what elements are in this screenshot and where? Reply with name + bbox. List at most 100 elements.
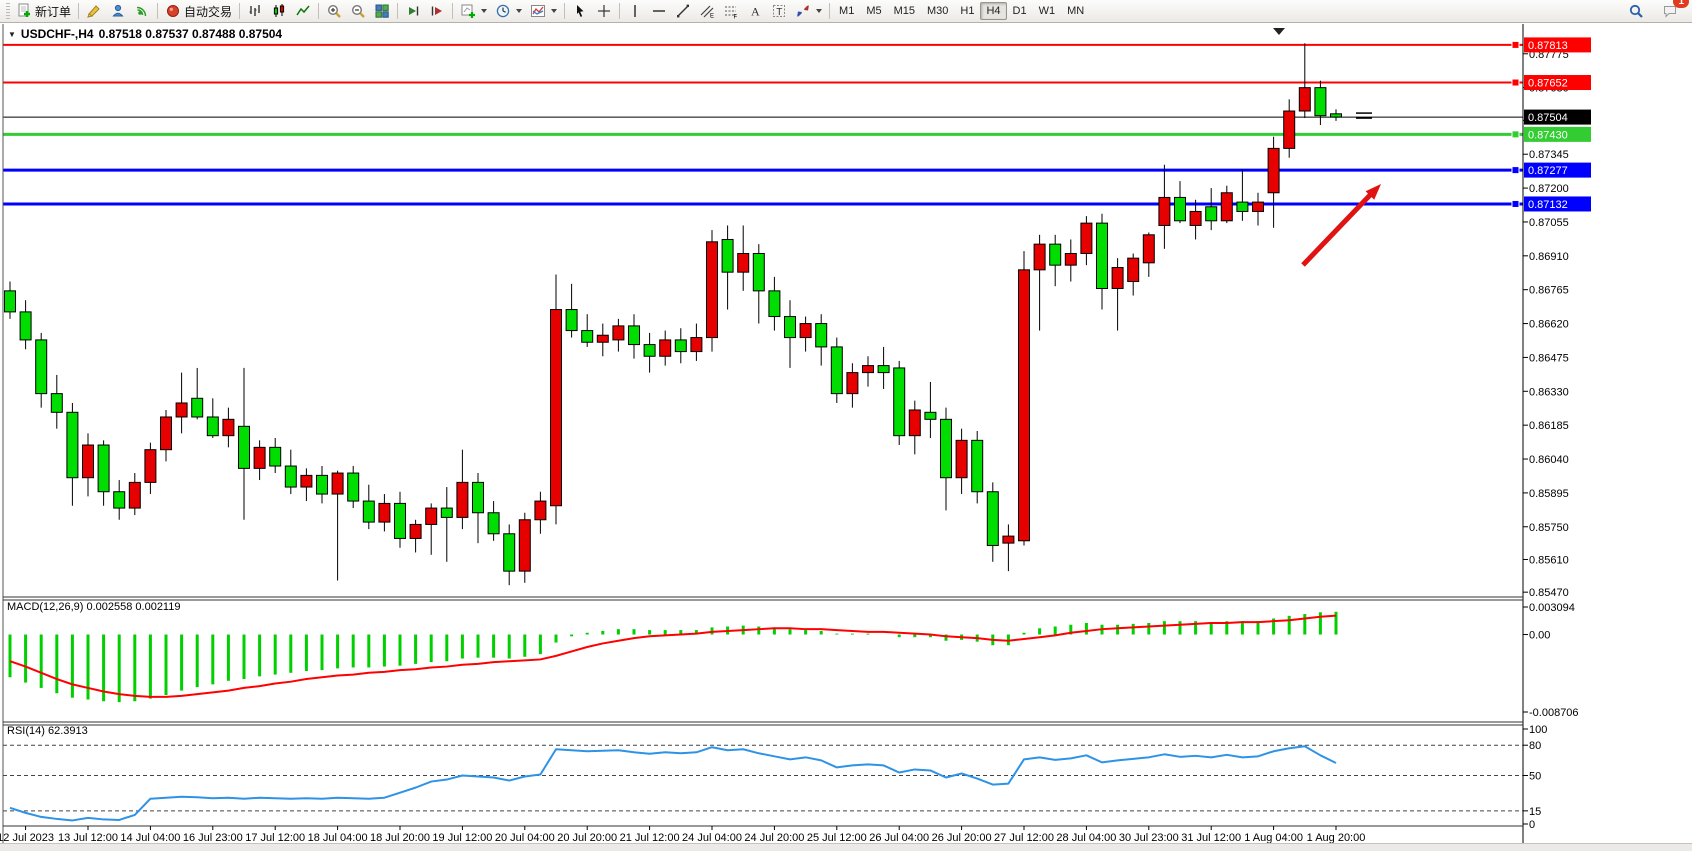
price-tag-0.87277 <box>1524 162 1591 178</box>
candle-82 <box>1283 110 1296 149</box>
toolbar-separator <box>564 3 566 19</box>
svg-text:0.85610: 0.85610 <box>1529 554 1569 566</box>
toolbar-notifications-button[interactable]: 1 <box>1658 0 1689 22</box>
candle-14 <box>222 418 235 437</box>
candle-62 <box>971 439 984 493</box>
chart-line-icon <box>296 5 310 16</box>
candle-5 <box>82 444 94 479</box>
svg-text:0.87200: 0.87200 <box>1529 183 1569 195</box>
toolbar-signals-button[interactable] <box>130 0 154 22</box>
timeframe-m15-button[interactable]: M15 <box>893 5 915 17</box>
toolbar-autotrading-label: 自动交易 <box>184 4 233 19</box>
toolbar-crosshair-button[interactable] <box>592 0 616 22</box>
candle-76 <box>1189 210 1202 226</box>
indicators-icon <box>531 5 546 17</box>
toolbar-arrows-button[interactable] <box>791 0 826 22</box>
toolbar-text-label-button[interactable]: T <box>767 0 791 22</box>
chart-menu-icon[interactable]: ▼ <box>8 29 16 39</box>
candle-33 <box>518 519 531 572</box>
svg-text:F: F <box>734 15 738 20</box>
svg-text:80: 80 <box>1529 740 1541 752</box>
candle-50 <box>784 316 796 339</box>
candle-63 <box>986 491 999 546</box>
candle-37 <box>581 330 594 343</box>
candle-22 <box>347 472 360 502</box>
toolbar-text-button[interactable]: A <box>743 0 767 22</box>
candle-25 <box>394 502 406 539</box>
toolbar-vertical-line-button[interactable] <box>623 0 647 22</box>
candle-40 <box>628 325 640 346</box>
toolbar-search-button[interactable] <box>1624 0 1648 22</box>
candle-49 <box>768 290 781 318</box>
toolbar-horizontal-line-button[interactable] <box>647 0 671 22</box>
candle-29 <box>456 481 469 518</box>
toolbar-new-chart-button[interactable] <box>456 0 491 22</box>
timeframe-h1-button[interactable]: H1 <box>960 5 975 17</box>
candle-15 <box>238 425 250 469</box>
toolbar-zoom-out-button[interactable] <box>346 0 370 22</box>
svg-text:A: A <box>751 5 760 19</box>
arrows-dropdown-caret <box>816 9 823 13</box>
toolbar-fibonacci-button[interactable]: F <box>719 0 743 22</box>
candle-44 <box>690 337 703 353</box>
candle-36 <box>565 309 578 332</box>
candle-3 <box>50 393 63 413</box>
candle-80 <box>1252 201 1264 212</box>
toolbar-equidistant-channel-button[interactable]: E <box>695 0 719 22</box>
candle-70 <box>1096 222 1108 290</box>
candle-21 <box>331 472 344 495</box>
toolbar-cursor-button[interactable] <box>568 0 592 22</box>
svg-text:24 Jul 20:00: 24 Jul 20:00 <box>744 832 804 844</box>
candle-65 <box>1018 269 1030 542</box>
timeframe-m1-button[interactable]: M1 <box>839 5 855 17</box>
toolbar-periods-button[interactable] <box>491 0 526 22</box>
toolbar-profile-button[interactable] <box>106 0 130 22</box>
svg-text:18 Jul 20:00: 18 Jul 20:00 <box>370 832 430 844</box>
zoom-in-icon <box>328 4 341 18</box>
toolbar-zoom-in-button[interactable] <box>322 0 346 22</box>
candle-28 <box>440 507 453 518</box>
toolbar-tile-windows-button[interactable] <box>370 0 394 22</box>
toolbar-chart-bars-button[interactable] <box>243 0 267 22</box>
candle-56 <box>877 365 890 374</box>
candle-60 <box>940 418 952 479</box>
horizontal-line-icon <box>653 10 666 12</box>
trend-arrow-annotation[interactable] <box>1301 184 1381 267</box>
macd-panel: 0.003094 0.00 -0.008706 <box>8 602 1579 719</box>
timeframe-mn-button[interactable]: MN <box>1067 5 1085 17</box>
toolbar-indicators-button[interactable] <box>526 0 561 22</box>
toolbar-highlighter-button[interactable] <box>82 0 106 22</box>
timeframe-m30-button[interactable]: M30 <box>927 5 949 17</box>
timeframe-d1-button[interactable]: D1 <box>1012 5 1027 17</box>
toolbar-chart-shift-button[interactable] <box>425 0 449 22</box>
svg-text:1 Aug 20:00: 1 Aug 20:00 <box>1307 832 1366 844</box>
candle-11 <box>175 402 188 418</box>
candle-2 <box>35 339 48 395</box>
candle-1 <box>19 311 32 341</box>
toolbar-chart-candles-button[interactable] <box>267 0 291 22</box>
periods-dropdown-caret <box>516 9 523 13</box>
new-chart-icon <box>461 4 476 18</box>
timeframe-h4-button[interactable]: H4 <box>980 2 1007 20</box>
candle-24 <box>378 502 391 523</box>
svg-text:0.87132: 0.87132 <box>1528 199 1568 211</box>
candle-51 <box>799 323 812 339</box>
candle-42 <box>659 339 672 357</box>
candle-77 <box>1205 206 1218 222</box>
timeframe-w1-button[interactable]: W1 <box>1038 5 1056 17</box>
candle-66 <box>1033 243 1046 271</box>
svg-text:13 Jul 12:00: 13 Jul 12:00 <box>58 832 118 844</box>
timeframe-m5-button[interactable]: M5 <box>866 5 882 17</box>
candle-81 <box>1267 147 1280 194</box>
toolbar-chart-line-button[interactable] <box>291 0 315 22</box>
candle-57 <box>893 367 906 437</box>
toolbar-auto-scroll-button[interactable] <box>401 0 425 22</box>
svg-text:0.87055: 0.87055 <box>1529 217 1569 229</box>
trendline-icon <box>677 4 690 18</box>
toolbar-trendline-button[interactable] <box>671 0 695 22</box>
toolbar-autotrading-button[interactable]: 自动交易 <box>161 0 236 22</box>
candle-45 <box>706 241 718 339</box>
fibonacci-icon: F <box>725 6 738 20</box>
toolbar-new-order-button[interactable]: 新订单 <box>12 0 75 22</box>
